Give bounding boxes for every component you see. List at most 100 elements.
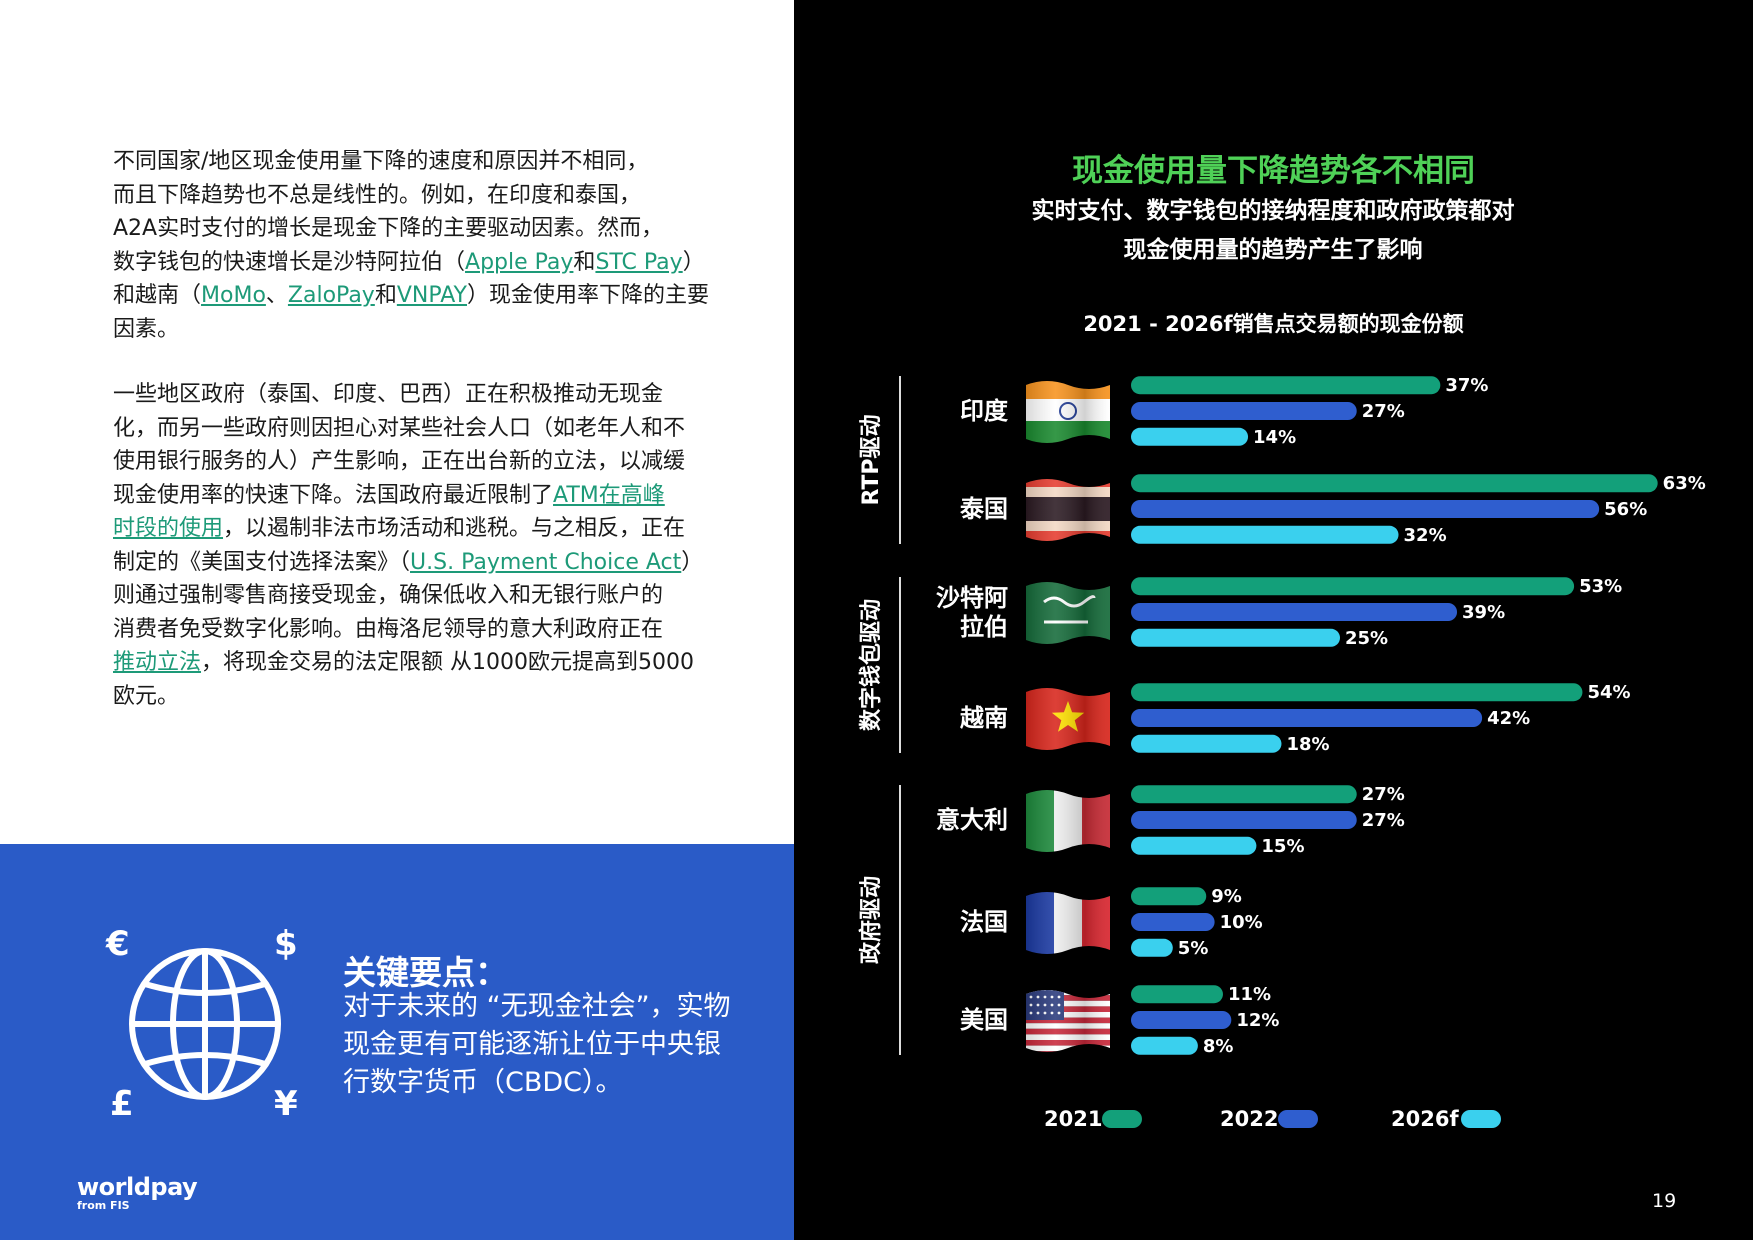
legend-swatch <box>1102 1110 1142 1128</box>
bar-2026f <box>1131 427 1249 446</box>
apple-pay-link[interactable]: Apple Pay <box>465 249 574 275</box>
text-span: 化，而另一些政府则因担心对某些社会人口（如老年人和不 <box>113 415 686 441</box>
france-flag-icon <box>1026 892 1110 954</box>
legend-swatch <box>1278 1110 1318 1128</box>
text-span: ） <box>682 249 705 275</box>
bar-2021 <box>1131 985 1223 1004</box>
text-span: 和越南（ <box>113 283 202 308</box>
bar-value-label: 54% <box>1587 682 1630 703</box>
italy-flag-icon <box>1026 790 1110 852</box>
bar-2021 <box>1131 785 1357 804</box>
thailand-flag-icon <box>1026 479 1110 541</box>
chart-title: 现金使用量下降趋势各不相同 <box>1072 153 1475 189</box>
saudi-arabia-flag-icon <box>1026 582 1110 644</box>
category-label: 意大利 <box>936 806 1008 834</box>
page-number: 19 <box>1652 1190 1677 1212</box>
bar-2026f <box>1131 734 1282 753</box>
text-span: 不同国家/地区现金使用量下降的速度和原因并不相同， <box>113 149 649 174</box>
category-label: 越南 <box>960 704 1008 732</box>
legend-swatch <box>1461 1110 1501 1128</box>
text-span: 现金使用率的快速下降。法国政府最近限制了 <box>113 482 554 508</box>
para2-line: 时段的使用，以遏制非法市场活动和逃税。与之相反，正在 <box>113 512 753 546</box>
bar-2022 <box>1131 603 1458 621</box>
bar-2021 <box>1131 577 1575 596</box>
legend-label: 2026f <box>1391 1107 1459 1131</box>
legend-label: 2022 <box>1220 1107 1278 1131</box>
para1-line: 不同国家/地区现金使用量下降的速度和原因并不相同， <box>113 145 753 179</box>
bar-2026f <box>1131 938 1173 957</box>
text-span: 制定的《美国支付选择法案》（ <box>113 549 411 575</box>
text-span: 而且下降趋势也不总是线性的。例如，在印度和泰国， <box>113 182 642 208</box>
bar-value-label: 27% <box>1362 784 1405 805</box>
chart-subtitle: 实时支付、数字钱包的接纳程度和政府政策都对现金使用量的趋势产生了影响 <box>1031 198 1515 263</box>
pound-symbol: £ <box>110 1084 134 1124</box>
legend-label: 2021 <box>1044 1107 1102 1131</box>
category-label: 沙特阿拉伯 <box>936 584 1008 641</box>
bar-value-label: 56% <box>1604 499 1647 520</box>
stc-pay-link[interactable]: STC Pay <box>595 249 683 275</box>
bar-value-label: 10% <box>1220 912 1263 933</box>
bar-value-label: 14% <box>1253 427 1296 448</box>
body-paragraph-1: 不同国家/地区现金使用量下降的速度和原因并不相同， 而且下降趋势也不总是线性的。… <box>113 145 753 346</box>
group-label: 数字钱包驱动 <box>858 599 884 731</box>
bar-value-label: 37% <box>1445 375 1488 396</box>
para1-line: A2A实时支付的增长是现金下降的主要驱动因素。然而， <box>113 212 753 246</box>
bar-value-label: 8% <box>1203 1036 1234 1057</box>
bar-2026f <box>1131 525 1399 544</box>
bar-2021 <box>1131 683 1583 702</box>
bar-2022 <box>1131 811 1357 829</box>
text-span: ，以遏制非法市场活动和逃税。与之相反，正在 <box>223 516 686 541</box>
yen-symbol: ¥ <box>274 1084 298 1124</box>
momo-link[interactable]: MoMo <box>201 283 266 308</box>
para2-line: 消费者免受数字化影响。由梅洛尼领导的意大利政府正在 <box>113 613 753 647</box>
atm-peak-hours-link[interactable]: 时段的使用 <box>113 516 224 541</box>
para1-line: 和越南（MoMo、ZaloPay和VNPAY）现金使用率下降的主要 <box>113 279 753 313</box>
para1-line: 而且下降趋势也不总是线性的。例如，在印度和泰国， <box>113 179 753 213</box>
bar-2022 <box>1131 913 1215 931</box>
text-span: ，将现金交易的法定限额 从1000欧元提高到5000 <box>201 650 694 675</box>
text-span: 因素。 <box>113 316 180 342</box>
bar-value-label: 12% <box>1236 1010 1279 1031</box>
us-payment-choice-act-link[interactable]: U.S. Payment Choice Act <box>410 549 682 575</box>
para2-line: 化，而另一些政府则因担心对某些社会人口（如老年人和不 <box>113 412 753 446</box>
zalopay-link[interactable]: ZaloPay <box>287 283 375 308</box>
para2-line: 现金使用率的快速下降。法国政府最近限制了ATM在高峰 <box>113 479 753 513</box>
bar-value-label: 53% <box>1579 576 1622 597</box>
group-label: 政府驱动 <box>858 876 884 964</box>
text-span: 、 <box>265 283 288 308</box>
text-span: A2A实时支付的增长是现金下降的主要驱动因素。然而， <box>113 216 664 241</box>
bar-2022 <box>1131 402 1357 420</box>
bar-2022 <box>1131 1011 1232 1029</box>
bar-value-label: 11% <box>1228 984 1271 1005</box>
category-label: 法国 <box>960 908 1008 936</box>
vnpay-link[interactable]: VNPAY <box>396 283 467 308</box>
body-paragraph-2: 一些地区政府（泰国、印度、巴西）正在积极推动无现金 化，而另一些政府则因担心对某… <box>113 378 753 713</box>
text-span: 和 <box>374 283 397 308</box>
text-span: 则通过强制零售商接受现金，确保低收入和无银行账户的 <box>113 583 664 608</box>
atm-peak-hours-link[interactable]: ATM在高峰 <box>553 482 665 508</box>
para1-line: 数字钱包的快速增长是沙特阿拉伯（Apple Pay和STC Pay） <box>113 246 753 280</box>
para2-line: 使用银行服务的人）产生影响，正在出台新的立法，以减缓 <box>113 445 753 479</box>
bar-2021 <box>1131 376 1441 395</box>
text-span: ） <box>681 549 704 575</box>
text-span: 消费者免受数字化影响。由梅洛尼领导的意大利政府正在 <box>113 616 664 642</box>
euro-symbol: € <box>106 924 130 964</box>
group-label: RTP驱动 <box>859 414 884 505</box>
category-label: 泰国 <box>960 495 1008 523</box>
vietnam-flag-icon <box>1026 688 1110 750</box>
key-takeaway-panel: € $ £ ¥ <box>0 844 794 1240</box>
bar-2026f <box>1131 836 1257 855</box>
key-takeaway-body: 对于未来的 “无现金社会”，实物现金更有可能逐渐让位于中央银行数字货币（CBDC… <box>343 991 731 1098</box>
para2-line: 制定的《美国支付选择法案》（U.S. Payment Choice Act） <box>113 546 753 580</box>
usa-flag-icon <box>1026 990 1110 1052</box>
bar-value-label: 18% <box>1286 734 1329 755</box>
bar-2022 <box>1131 500 1600 518</box>
text-span: 欧元。 <box>113 683 180 709</box>
bar-value-label: 5% <box>1178 938 1209 959</box>
text-span: 和 <box>573 249 596 275</box>
logo-name: worldpay <box>77 1173 198 1201</box>
bar-value-label: 9% <box>1211 886 1242 907</box>
bar-2026f <box>1131 628 1340 647</box>
para2-line: 推动立法，将现金交易的法定限额 从1000欧元提高到5000 <box>113 646 753 680</box>
legislation-link[interactable]: 推动立法 <box>113 650 202 675</box>
